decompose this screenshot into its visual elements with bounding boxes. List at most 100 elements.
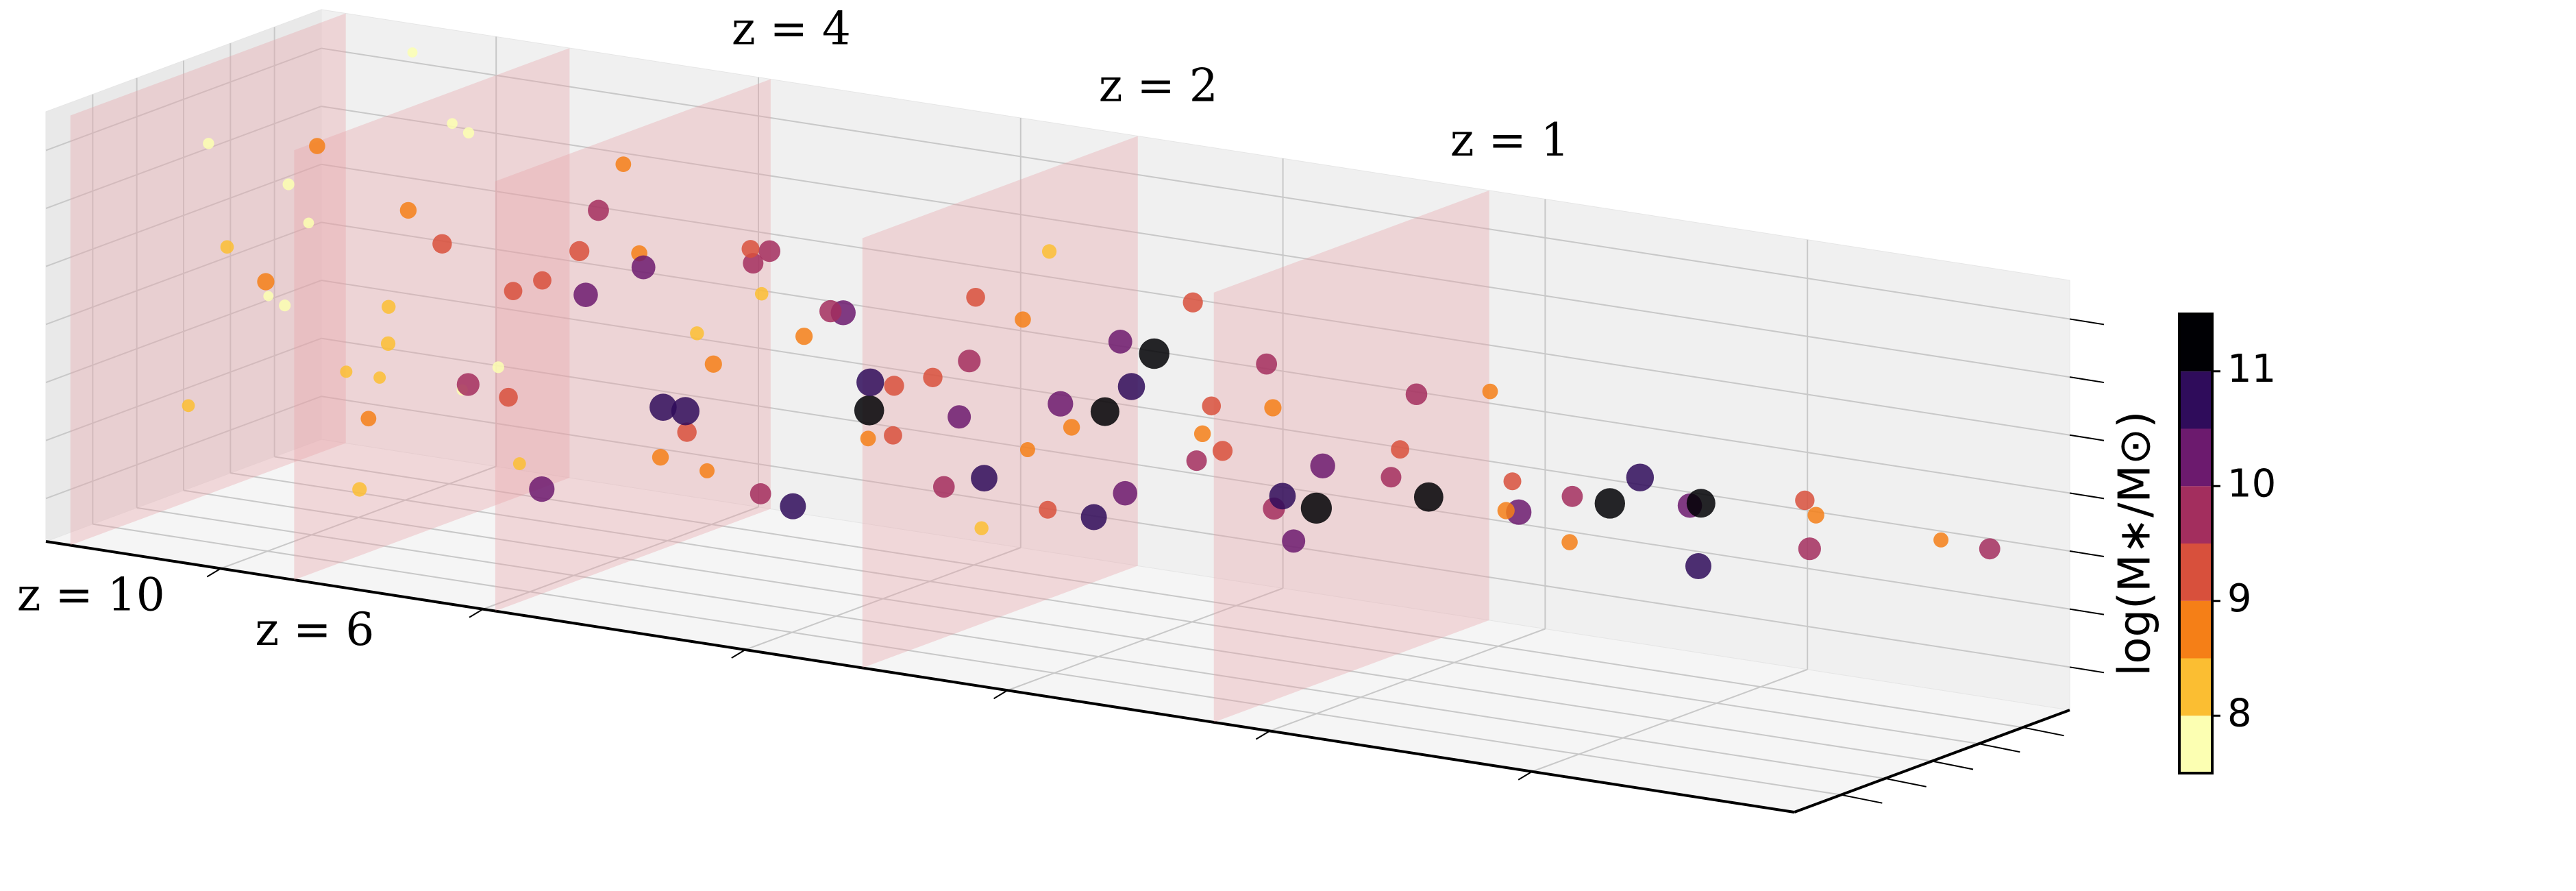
galaxy-point	[631, 255, 656, 280]
colorbar-tick-label: 8	[2227, 691, 2252, 735]
galaxy-point	[263, 291, 274, 302]
z-tick	[2069, 608, 2105, 615]
x-tick	[206, 567, 221, 578]
redshift-plane	[294, 48, 570, 581]
x-tick	[993, 689, 1008, 700]
galaxy-point	[1798, 537, 1821, 561]
z-tick	[2069, 434, 2105, 441]
galaxy-point	[1108, 330, 1132, 354]
galaxy-point	[447, 118, 458, 129]
galaxy-point	[382, 300, 396, 314]
grid-line	[45, 163, 322, 267]
galaxy-point	[492, 361, 504, 374]
galaxy-point	[1039, 500, 1057, 519]
galaxy-point	[1117, 373, 1145, 400]
galaxy-point	[856, 368, 884, 396]
galaxy-point	[529, 476, 555, 502]
axis-line	[1794, 709, 2070, 814]
redshift-plane	[495, 79, 771, 611]
galaxy-point	[1626, 463, 1655, 491]
galaxy-point	[1113, 480, 1138, 506]
grid-line	[45, 280, 322, 383]
galaxy-point	[573, 282, 598, 307]
galaxy-point	[699, 463, 715, 478]
galaxy-point	[884, 376, 904, 396]
galaxy-point	[1256, 353, 1278, 375]
galaxy-point	[1413, 482, 1444, 512]
galaxy-point	[884, 426, 902, 445]
galaxy-point	[504, 282, 523, 301]
galaxy-point	[948, 405, 971, 429]
galaxy-point	[971, 465, 998, 492]
colorbar-tick-label: 9	[2227, 576, 2252, 621]
x-tick	[1518, 770, 1533, 781]
galaxy-point	[1310, 453, 1335, 478]
galaxy-point	[360, 411, 377, 427]
galaxy-point	[758, 240, 781, 263]
x-tick	[469, 608, 484, 618]
galaxy-point	[182, 399, 195, 413]
galaxy-point	[690, 326, 704, 341]
y-tick	[2022, 727, 2064, 737]
galaxy-point	[795, 328, 813, 345]
colorbar-tick-label: 11	[2227, 347, 2276, 391]
galaxy-point	[1019, 442, 1035, 458]
galaxy-point	[462, 127, 475, 138]
galaxy-point	[456, 373, 480, 396]
galaxy-point	[1202, 396, 1222, 416]
galaxy-point	[1405, 383, 1428, 406]
galaxy-point	[652, 448, 669, 466]
galaxy-point	[282, 178, 295, 191]
colorbar-tick-label: 10	[2227, 461, 2276, 506]
grid-line	[45, 106, 322, 210]
redshift-plane	[862, 136, 1138, 668]
axis-line	[45, 540, 1795, 814]
grid-line	[45, 337, 322, 441]
z-tick	[2069, 492, 2105, 500]
galaxy-point	[743, 253, 764, 274]
galaxy-point	[1497, 502, 1515, 520]
galaxy-point	[1482, 383, 1498, 400]
grid-line	[321, 221, 2070, 494]
colorbar-segment	[2179, 428, 2212, 487]
galaxy-point	[1048, 391, 1074, 417]
grid-line	[321, 47, 2070, 320]
colorbar-segment	[2179, 314, 2212, 371]
galaxy-point	[860, 430, 876, 447]
z-tick	[2069, 666, 2105, 674]
colorbar-label: log(M∗/M⊙)	[2110, 411, 2161, 676]
galaxy-point	[1807, 506, 1824, 524]
grid-line	[321, 106, 2070, 378]
galaxy-point	[1561, 485, 1583, 507]
colorbar-segment	[2179, 716, 2212, 773]
galaxy-point	[974, 521, 989, 535]
grid-line	[45, 221, 322, 326]
galaxy-point	[958, 350, 981, 373]
galaxy-point	[923, 367, 943, 387]
galaxy-point	[203, 138, 214, 149]
plane-label: z = 1	[1450, 114, 1570, 167]
galaxy-point	[615, 156, 632, 173]
galaxy-point	[399, 202, 417, 219]
y-tick	[1841, 794, 1883, 804]
galaxy-point	[932, 476, 955, 498]
galaxy-point	[340, 365, 353, 378]
galaxy-point	[257, 273, 275, 291]
galaxy-point	[1186, 450, 1207, 472]
galaxy-point	[704, 355, 722, 373]
galaxy-point	[1594, 488, 1625, 519]
galaxy-point	[1685, 553, 1711, 580]
grid-line	[92, 523, 1842, 796]
colorbar-segment	[2179, 544, 2212, 601]
galaxy-point	[303, 217, 314, 229]
plane-label: z = 6	[255, 603, 374, 656]
redshift-plane	[70, 13, 346, 546]
galaxy-point	[309, 138, 325, 154]
grid-line	[45, 47, 322, 151]
colorbar-segment	[2179, 600, 2212, 659]
y-tick	[1885, 777, 1927, 788]
z-tick	[2069, 318, 2105, 326]
plane-label: z = 4	[732, 3, 851, 56]
galaxy-point	[1193, 425, 1211, 443]
